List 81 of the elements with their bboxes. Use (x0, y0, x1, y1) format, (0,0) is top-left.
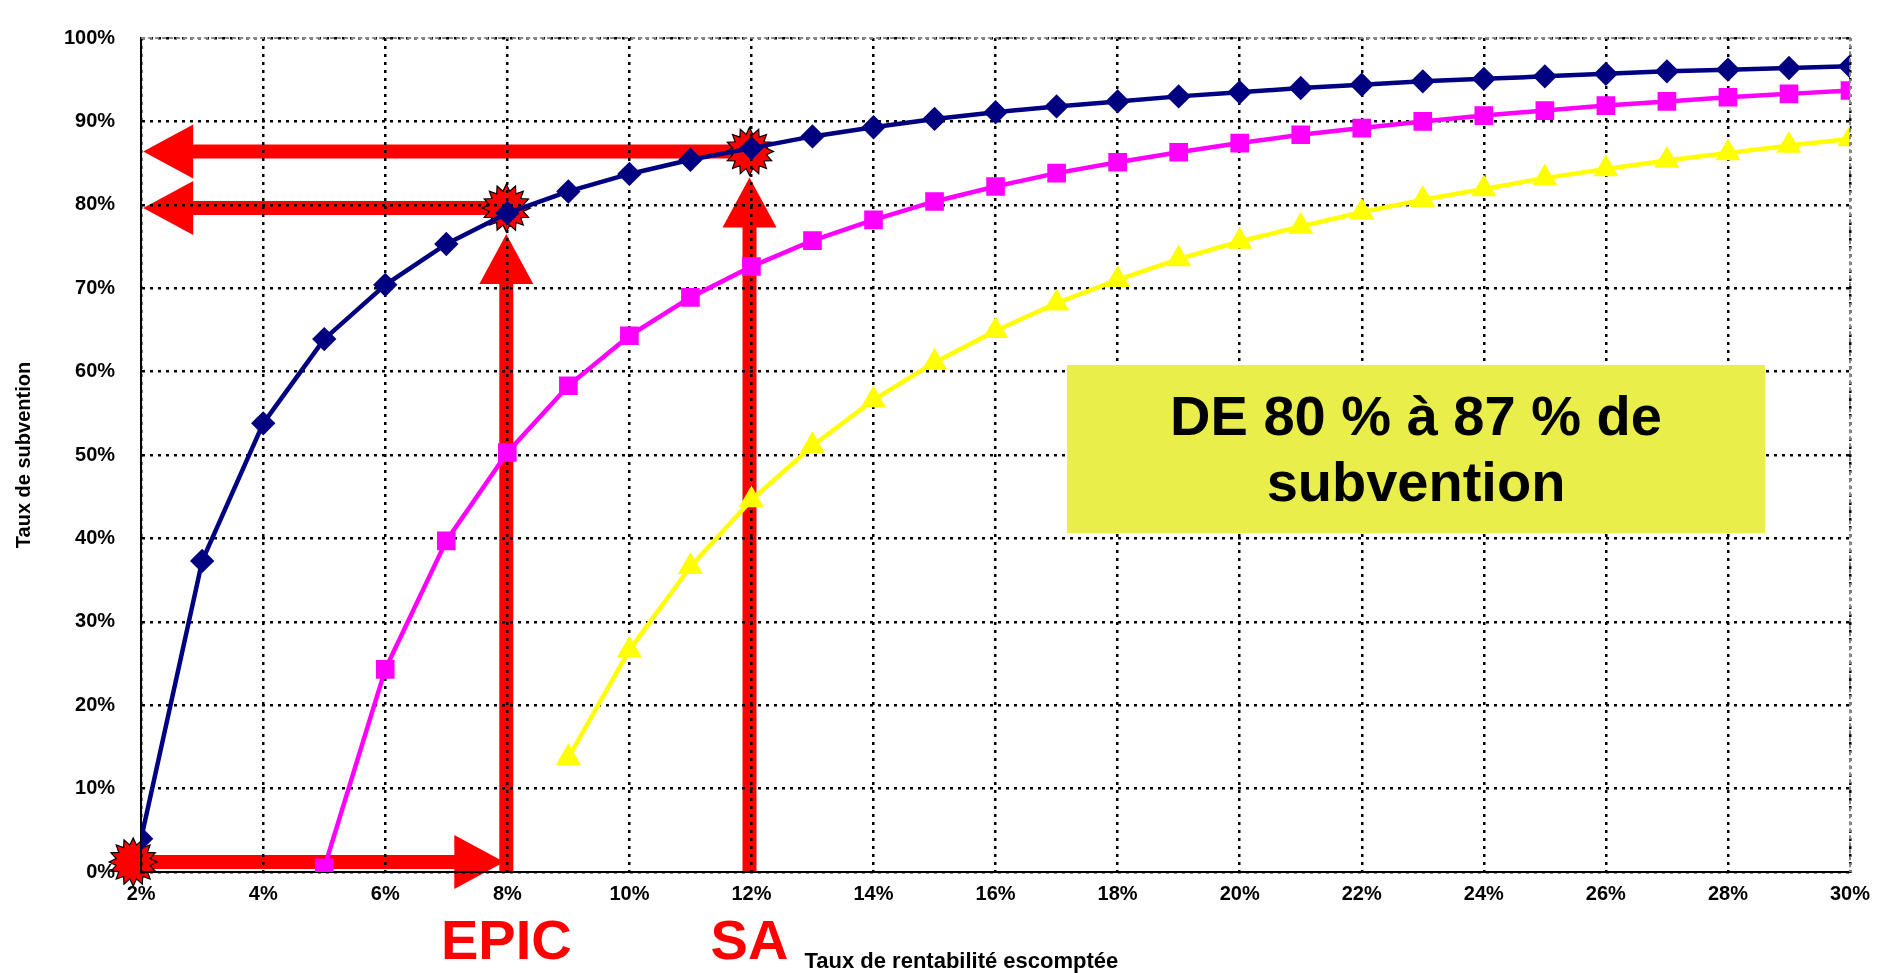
point (801, 125, 824, 148)
x-tick-label: 30% (1829, 881, 1871, 904)
point (190, 549, 214, 573)
y-tick-label: 0% (86, 859, 116, 882)
point (1718, 87, 1738, 107)
y-tick-label: 90% (75, 108, 116, 131)
text: EPIC (440, 908, 572, 972)
point (1777, 56, 1801, 80)
x-tick-label: 20% (1219, 881, 1260, 904)
point (1533, 65, 1557, 88)
y-tick-label: 70% (75, 275, 116, 298)
point (618, 162, 641, 186)
x-tick-label: 12% (731, 881, 772, 904)
text-box: DE 80 % à 87 % de subvention (1067, 365, 1765, 533)
point (1045, 95, 1068, 118)
y-tick-label: 20% (75, 692, 116, 715)
point (251, 412, 275, 435)
point (435, 232, 458, 256)
point (1655, 60, 1679, 83)
point (1716, 58, 1740, 81)
point (1413, 112, 1433, 131)
point (374, 273, 397, 297)
x-tick-label: 16% (975, 881, 1016, 904)
point (742, 257, 761, 276)
y-tick-label: 60% (75, 359, 116, 382)
x-axis-title: Taux de rentabilité escomptée (804, 948, 1119, 973)
x-tick-label: 22% (1341, 881, 1382, 904)
point (1596, 96, 1616, 115)
point (1047, 163, 1066, 183)
point (559, 376, 578, 396)
point (1535, 101, 1555, 120)
point (1350, 73, 1374, 96)
y-tick-label: 50% (75, 442, 116, 465)
point (1167, 85, 1190, 108)
point (681, 288, 700, 307)
point (984, 100, 1007, 124)
point (557, 745, 580, 765)
point (1108, 152, 1127, 172)
point (1291, 125, 1311, 145)
point (312, 327, 336, 351)
text: SA (710, 908, 789, 972)
x-tick-label: 18% (1097, 881, 1138, 904)
x-tick-label: 10% (609, 881, 650, 904)
point (1472, 67, 1496, 91)
point (1169, 142, 1188, 162)
x-tick-label: 14% (853, 881, 894, 904)
point (925, 192, 944, 211)
y-tick-label: 30% (75, 609, 116, 632)
point (1474, 106, 1494, 125)
x-tick-label: 28% (1707, 881, 1749, 904)
x-tick-label: 26% (1585, 881, 1627, 904)
y-tick-label: 40% (75, 525, 116, 548)
point (803, 231, 822, 250)
point (862, 115, 885, 139)
x-tick-label: 24% (1463, 881, 1505, 904)
point (1106, 90, 1129, 113)
point (1594, 62, 1618, 86)
point (375, 660, 395, 679)
y-tick-label: 100% (64, 25, 116, 48)
x-tick-label: 6% (370, 881, 400, 904)
x-tick-label: 2% (126, 881, 156, 904)
x-tick-label: 8% (492, 881, 522, 904)
point (679, 148, 702, 172)
y-axis-title: Taux de subvention (11, 361, 34, 549)
point (436, 531, 456, 551)
x-tick-label: 4% (248, 881, 278, 904)
point (498, 443, 517, 462)
point (1411, 70, 1435, 93)
point (923, 107, 946, 131)
point (1657, 92, 1677, 111)
point (620, 326, 639, 346)
point (1779, 84, 1799, 104)
point (986, 177, 1005, 196)
y-tick-label: 80% (75, 192, 116, 215)
point (1230, 133, 1250, 153)
point (1289, 76, 1312, 100)
point (864, 210, 883, 230)
y-tick-label: 10% (75, 776, 116, 799)
point (557, 180, 580, 203)
point (1228, 80, 1251, 104)
point (1352, 118, 1372, 138)
